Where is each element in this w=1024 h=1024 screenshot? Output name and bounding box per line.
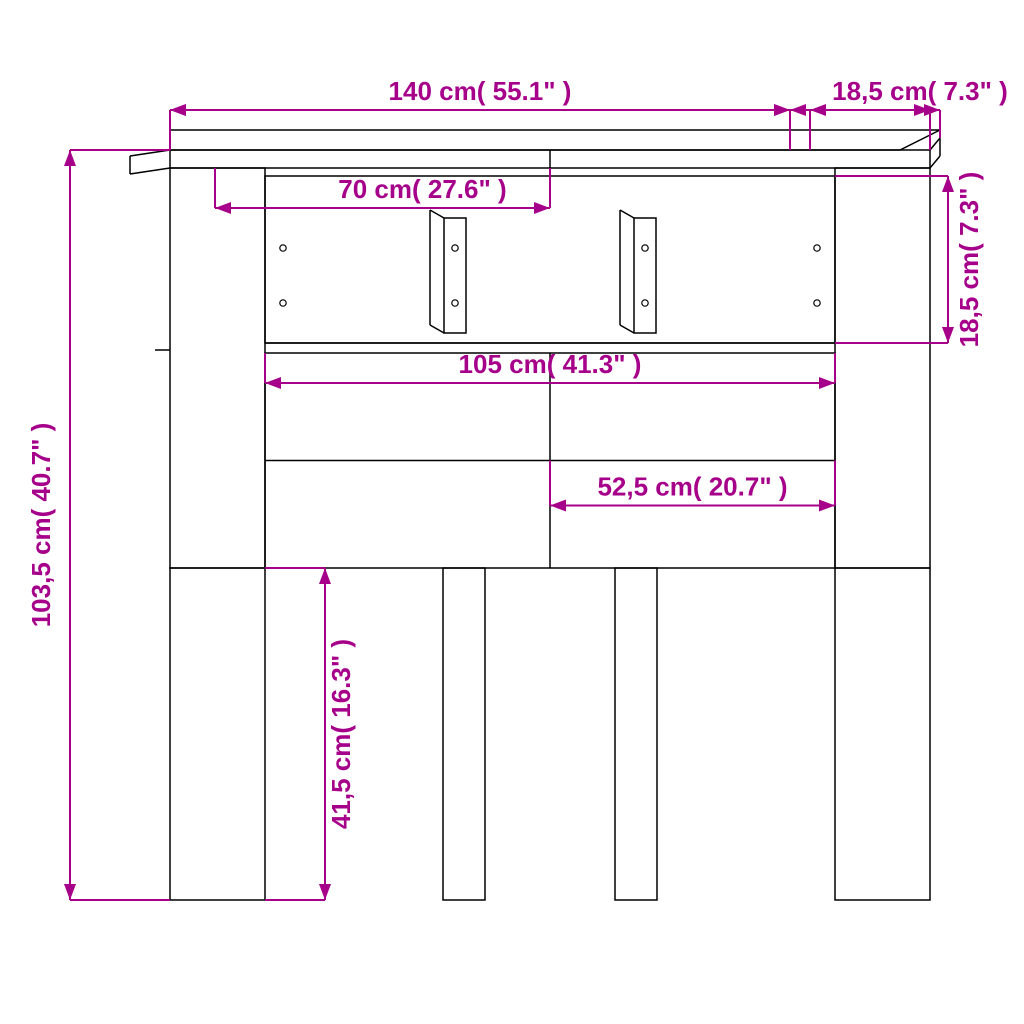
dim-height: 103,5 cm( 40.7" ) <box>26 423 56 628</box>
dim-leg-h: 41,5 cm( 16.3" ) <box>326 639 356 829</box>
dim-shelf-h: 18,5 cm( 7.3" ) <box>954 172 984 348</box>
dim-inner-w: 105 cm( 41.3" ) <box>459 349 642 379</box>
dim-drawer-w: 52,5 cm( 20.7" ) <box>597 472 787 502</box>
dim-half-top: 70 cm( 27.6" ) <box>338 174 506 204</box>
dim-width: 140 cm( 55.1" ) <box>389 76 572 106</box>
dim-depth: 18,5 cm( 7.3" ) <box>832 76 1008 106</box>
